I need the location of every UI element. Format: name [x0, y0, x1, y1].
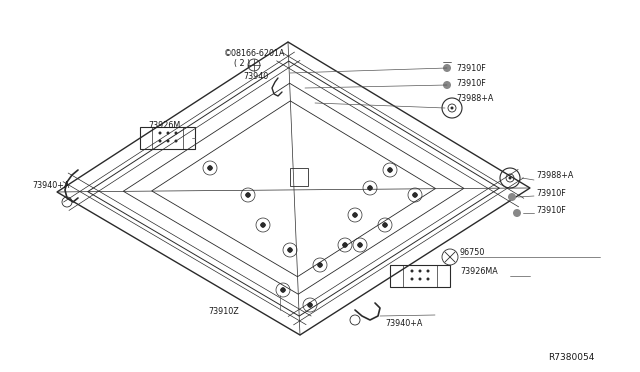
Circle shape [353, 212, 358, 218]
Circle shape [166, 140, 170, 142]
Text: 73910F: 73910F [456, 64, 486, 73]
Text: 73910F: 73910F [456, 78, 486, 87]
Circle shape [260, 222, 266, 228]
Circle shape [280, 288, 285, 292]
Circle shape [175, 140, 177, 142]
Circle shape [387, 167, 392, 173]
Circle shape [307, 302, 312, 308]
Circle shape [260, 222, 266, 228]
Circle shape [358, 243, 362, 247]
Circle shape [413, 192, 417, 198]
Text: ©08166-6201A: ©08166-6201A [224, 48, 285, 58]
Text: 73910Z: 73910Z [208, 308, 239, 317]
Circle shape [426, 278, 429, 280]
Circle shape [246, 192, 250, 198]
Circle shape [317, 263, 323, 267]
Circle shape [367, 186, 372, 190]
Text: 73926MA: 73926MA [460, 267, 498, 276]
Circle shape [413, 192, 417, 198]
Circle shape [175, 131, 177, 135]
Circle shape [419, 278, 422, 280]
Circle shape [307, 302, 312, 308]
Circle shape [443, 64, 451, 72]
Circle shape [287, 247, 292, 253]
Circle shape [342, 243, 348, 247]
Circle shape [387, 167, 392, 173]
Circle shape [342, 243, 348, 247]
Circle shape [317, 263, 323, 267]
Circle shape [207, 166, 212, 170]
Circle shape [280, 288, 285, 292]
Circle shape [426, 269, 429, 273]
Circle shape [353, 212, 358, 218]
Circle shape [410, 269, 413, 273]
Circle shape [513, 209, 521, 217]
Circle shape [280, 288, 285, 292]
Circle shape [317, 263, 323, 267]
Text: 73926M: 73926M [148, 121, 180, 129]
Text: 73940+A: 73940+A [32, 180, 69, 189]
Circle shape [207, 166, 212, 170]
Circle shape [246, 192, 250, 198]
Text: 73988+A: 73988+A [536, 170, 573, 180]
Circle shape [166, 131, 170, 135]
Text: 73910F: 73910F [536, 205, 566, 215]
Circle shape [287, 247, 292, 253]
Text: R7380054: R7380054 [548, 353, 595, 362]
Text: 73940: 73940 [243, 71, 268, 80]
Circle shape [419, 269, 422, 273]
Circle shape [260, 222, 266, 228]
Circle shape [207, 166, 212, 170]
Circle shape [342, 243, 348, 247]
Circle shape [159, 140, 161, 142]
Circle shape [508, 193, 516, 201]
Circle shape [353, 212, 358, 218]
Text: 73940+A: 73940+A [385, 318, 422, 327]
Text: ( 2 ): ( 2 ) [234, 58, 250, 67]
Circle shape [413, 192, 417, 198]
Circle shape [383, 222, 387, 228]
Circle shape [451, 106, 454, 109]
Circle shape [383, 222, 387, 228]
Text: 96750: 96750 [460, 247, 485, 257]
Circle shape [367, 186, 372, 190]
Circle shape [159, 131, 161, 135]
Circle shape [287, 247, 292, 253]
Circle shape [358, 243, 362, 247]
Circle shape [307, 302, 312, 308]
Circle shape [410, 278, 413, 280]
Text: 73910F: 73910F [536, 189, 566, 198]
Circle shape [387, 167, 392, 173]
Circle shape [509, 176, 511, 180]
Circle shape [358, 243, 362, 247]
Circle shape [383, 222, 387, 228]
Circle shape [443, 81, 451, 89]
Circle shape [367, 186, 372, 190]
Text: 73988+A: 73988+A [456, 93, 493, 103]
Circle shape [246, 192, 250, 198]
